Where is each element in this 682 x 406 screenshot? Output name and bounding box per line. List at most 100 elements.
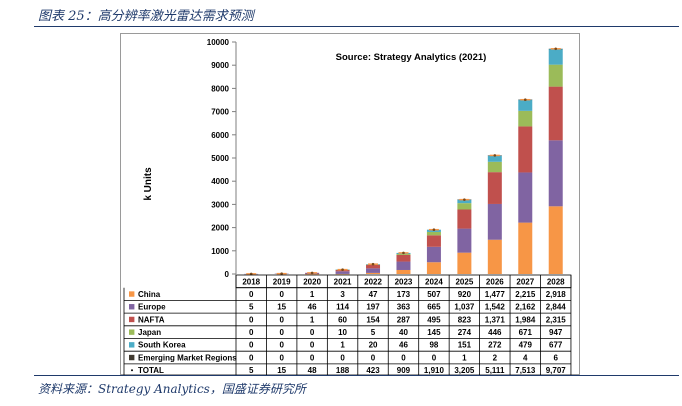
data-label-europe-2026: 1,542	[485, 303, 506, 312]
data-label-nafta-2026: 1,371	[485, 315, 506, 324]
data-label-china-2026: 1,477	[485, 290, 506, 299]
data-label-emerging-market-regions-2027: 4	[523, 353, 528, 362]
x-tick-label-2021: 2021	[334, 278, 352, 287]
y-tick-label: 1000	[211, 247, 229, 256]
data-label-emerging-market-regions-2026: 2	[493, 353, 498, 362]
bar-segment-nafta-2026	[487, 172, 502, 204]
legend-label-total: TOTAL	[138, 366, 164, 375]
chart-frame: Source: Strategy Analytics (2021) k Unit…	[120, 33, 580, 376]
data-label-china-2028: 2,918	[546, 290, 567, 299]
total-point-2022	[371, 262, 375, 266]
bar-segment-nafta-2023	[396, 254, 411, 262]
data-label-china-2018: 0	[249, 290, 254, 299]
data-label-emerging-market-regions-2018: 0	[249, 353, 254, 362]
data-label-south-korea-2025: 151	[458, 341, 472, 350]
bar-segment-china-2028	[548, 206, 563, 274]
data-label-china-2022: 47	[369, 290, 378, 299]
y-axis-label: k Units	[143, 167, 154, 201]
bar-segment-nafta-2027	[518, 126, 533, 173]
bar-segment-japan-2026	[487, 161, 502, 173]
caption-rule	[34, 26, 679, 27]
legend-key-south-korea	[129, 342, 135, 348]
bar-segment-south-korea-2028	[548, 48, 563, 65]
data-label-emerging-market-regions-2019: 0	[279, 353, 284, 362]
data-label-nafta-2024: 495	[427, 315, 441, 324]
data-label-europe-2019: 15	[277, 303, 286, 312]
chart-title: Source: Strategy Analytics (2021)	[336, 52, 487, 63]
y-tick-label: 9000	[211, 61, 229, 70]
legend-label-nafta: NAFTA	[138, 315, 165, 324]
data-label-china-2020: 1	[310, 290, 315, 299]
data-label-europe-2028: 2,844	[546, 303, 567, 312]
x-tick-label-2018: 2018	[242, 278, 260, 287]
data-label-europe-2024: 665	[427, 303, 441, 312]
legend-label-europe: Europe	[138, 303, 166, 312]
data-label-japan-2020: 0	[310, 328, 315, 337]
data-label-total-2028: 9,707	[546, 366, 567, 375]
bar-segment-south-korea-2026	[487, 155, 502, 162]
y-tick-label: 8000	[211, 84, 229, 93]
legend-key-total	[131, 369, 133, 372]
data-label-japan-2024: 145	[427, 328, 441, 337]
bar-marks	[244, 47, 563, 276]
y-tick-label: 5000	[211, 154, 229, 163]
data-label-emerging-market-regions-2028: 6	[553, 353, 558, 362]
legend-label-south-korea: South Korea	[138, 341, 186, 350]
bar-segment-south-korea-2025	[457, 199, 472, 204]
data-label-china-2021: 3	[340, 290, 345, 299]
total-point-2025	[463, 198, 466, 201]
data-label-japan-2023: 40	[399, 328, 408, 337]
data-label-total-2022: 423	[366, 366, 380, 375]
bar-segment-europe-2023	[396, 261, 411, 270]
data-label-south-korea-2024: 98	[429, 341, 438, 350]
data-label-south-korea-2018: 0	[249, 341, 254, 350]
data-label-total-2019: 15	[277, 366, 286, 375]
data-label-nafta-2018: 0	[249, 315, 254, 324]
x-tick-label-2027: 2027	[516, 278, 534, 287]
data-label-china-2023: 173	[397, 290, 411, 299]
data-label-emerging-market-regions-2025: 1	[462, 353, 467, 362]
y-axis: 0 1000 2000 3000 4000 5000 6000 7000 8000 9000 100…	[207, 38, 237, 279]
data-label-nafta-2027: 1,984	[515, 315, 536, 324]
data-label-europe-2027: 2,162	[515, 303, 536, 312]
bar-segment-japan-2028	[548, 64, 563, 87]
data-label-china-2024: 507	[427, 290, 441, 299]
data-label-total-2023: 909	[397, 366, 411, 375]
bar-segment-china-2025	[457, 252, 472, 274]
total-point-2018	[249, 272, 253, 276]
y-tick-label: 3000	[211, 200, 229, 209]
data-label-nafta-2028: 2,315	[546, 315, 567, 324]
total-point-2021	[341, 268, 344, 271]
data-label-europe-2022: 197	[366, 303, 380, 312]
data-label-total-2026: 5,111	[485, 366, 505, 375]
x-tick-label-2020: 2020	[303, 278, 321, 287]
stacked-bar-chart: Source: Strategy Analytics (2021) k Unit…	[123, 38, 572, 376]
data-label-japan-2027: 671	[519, 328, 533, 337]
data-label-nafta-2019: 0	[279, 315, 284, 324]
total-point-2024	[432, 228, 436, 231]
y-tick-label: 6000	[211, 131, 229, 140]
bar-segment-nafta-2028	[548, 86, 563, 141]
legend-key-japan	[129, 329, 135, 335]
total-point-2028	[554, 47, 558, 51]
x-tick-label-2022: 2022	[364, 278, 382, 287]
data-label-emerging-market-regions-2022: 0	[371, 353, 376, 362]
bar-segment-china-2022	[366, 272, 381, 274]
data-label-europe-2023: 363	[397, 303, 411, 312]
bar-segment-nafta-2022	[366, 264, 381, 269]
data-table: 2018 2019 2020 2021 2022 2023 2024 2025 2026 2027…	[123, 274, 572, 376]
data-label-total-2020: 48	[308, 366, 317, 375]
data-label-emerging-market-regions-2024: 0	[432, 353, 437, 362]
bar-segment-china-2023	[396, 269, 411, 274]
total-point-2027	[523, 98, 527, 101]
legend-label-japan: Japan	[138, 328, 161, 337]
bar-segment-japan-2025	[457, 203, 472, 210]
data-label-europe-2018: 5	[249, 303, 254, 312]
data-label-south-korea-2019: 0	[279, 341, 284, 350]
y-tick-label: 7000	[211, 108, 229, 117]
bar-segment-europe-2024	[426, 246, 441, 263]
data-label-japan-2019: 0	[279, 328, 284, 337]
x-tick-label-2019: 2019	[273, 278, 291, 287]
data-label-europe-2020: 46	[308, 303, 317, 312]
data-label-japan-2025: 274	[458, 328, 472, 337]
